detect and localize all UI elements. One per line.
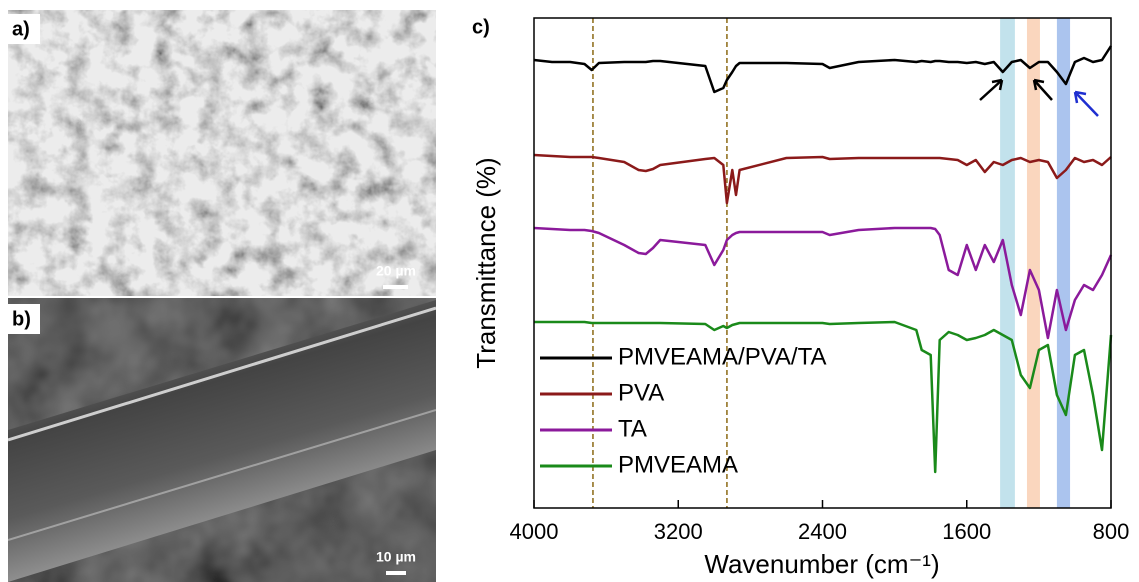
x-axis-label: Wavenumber (cm⁻¹): [704, 549, 939, 579]
highlight-band: [1057, 18, 1070, 508]
panel-label: a): [12, 18, 30, 40]
y-axis-label: Transmittance (%): [471, 157, 501, 368]
page: {"figure": {"panel_labels": ["a)", "b)",…: [0, 0, 1139, 582]
sem-image-a: [8, 10, 436, 296]
sem-image-b: [8, 298, 436, 582]
x-tick-label: 2400: [798, 519, 847, 544]
scale-bar-label: 20 µm: [376, 263, 416, 279]
panel-label: c): [472, 16, 490, 38]
scale-bar-label: 10 µm: [376, 549, 416, 565]
x-tick-label: 1600: [942, 519, 991, 544]
x-tick-label: 4000: [510, 519, 559, 544]
spectrum-line: [534, 155, 1111, 203]
legend-label: PVA: [618, 379, 664, 406]
legend-label: PMVEAMA/PVA/TA: [618, 343, 827, 370]
spectrum-line: [534, 46, 1111, 92]
x-tick-label: 3200: [654, 519, 703, 544]
x-tick-label: 800: [1093, 519, 1130, 544]
spectrum-line: [534, 228, 1111, 338]
figure: a) 20 µm b) 10 µm c) 4000 3200 2400 1600 800…: [0, 0, 1139, 582]
highlight-band: [1027, 18, 1040, 508]
ftir-chart: 4000 3200 2400 1600 800 PMVEAMA/PVA/TA PVA TA PM…: [510, 18, 1130, 544]
panel-label: b): [12, 308, 31, 330]
legend-label: TA: [618, 415, 647, 442]
legend-label: PMVEAMA: [618, 451, 738, 478]
